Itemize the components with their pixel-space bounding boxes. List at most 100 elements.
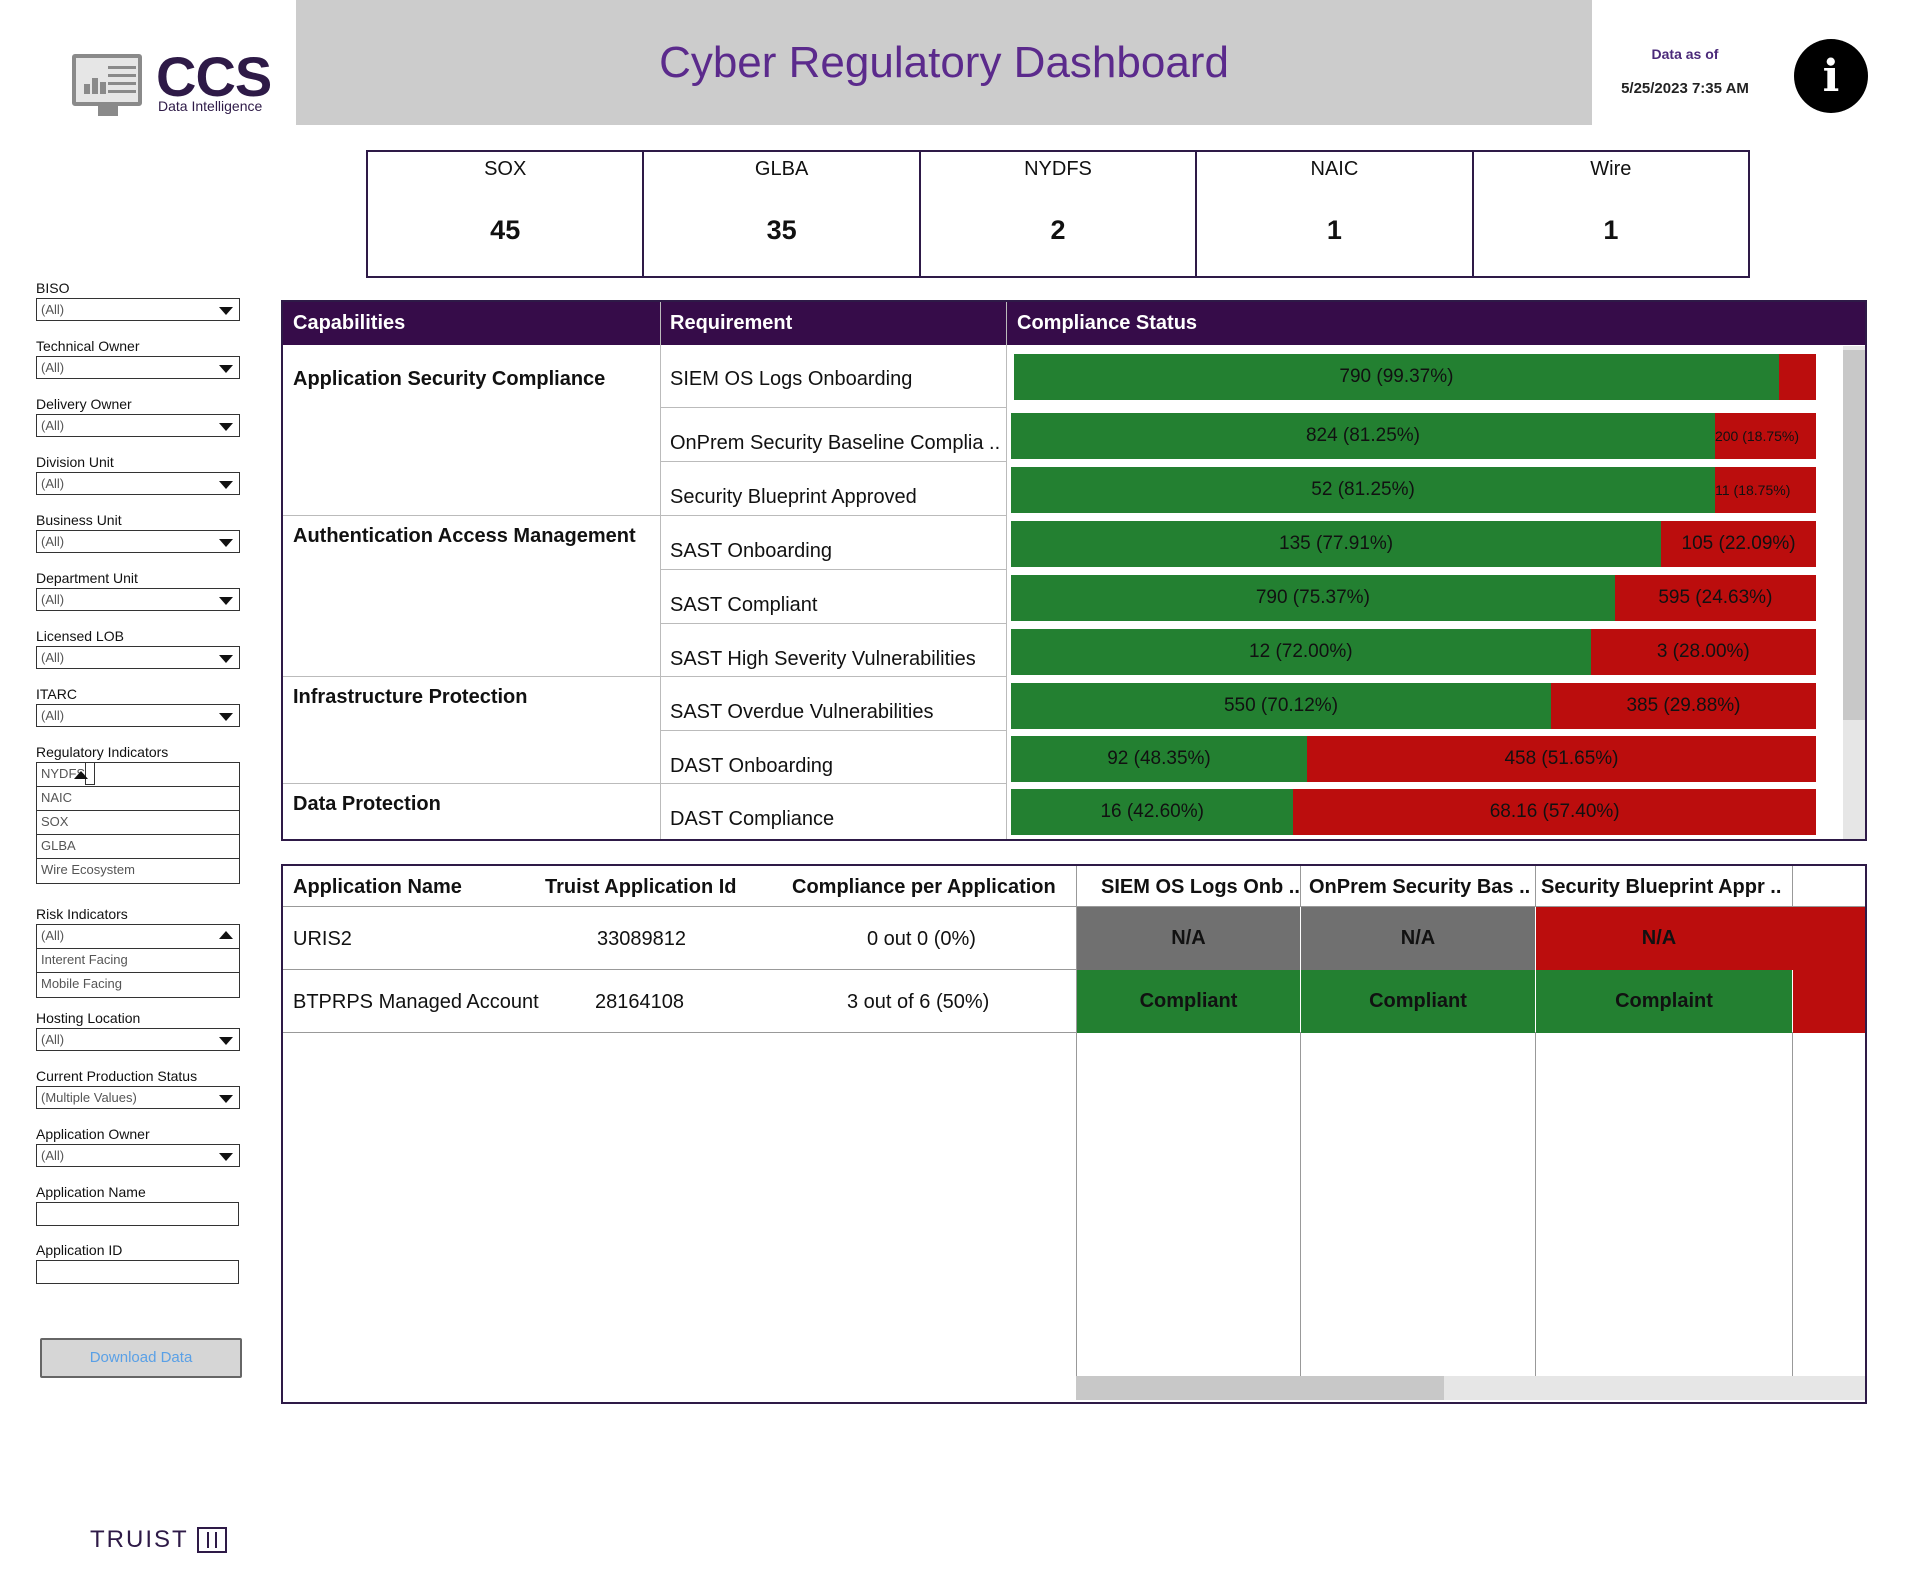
header-compliance-status[interactable]: Compliance Status (1017, 312, 1198, 334)
list-item-label: Mobile Facing (41, 976, 122, 991)
list-item[interactable]: Wire Ecosystem (37, 859, 239, 883)
list-item[interactable]: SOX (37, 811, 239, 835)
compliant-segment[interactable]: 824 (81.25%) (1011, 413, 1715, 459)
truist-logo: TRUIST (90, 1526, 227, 1554)
status-cell[interactable]: N/A (1301, 907, 1535, 970)
list-item[interactable]: Mobile Facing (37, 973, 239, 997)
requirement-label: SAST Overdue Vulnerabilities (670, 701, 934, 723)
compliance-bar[interactable]: 824 (81.25%) 200 (18.75%) (1011, 413, 1816, 459)
list-item-label: Wire Ecosystem (41, 862, 135, 877)
status-cell[interactable]: Compliant (1301, 970, 1535, 1033)
list-item-label: Interent Facing (41, 952, 128, 967)
info-icon[interactable]: i (1794, 39, 1868, 113)
compliance-bar[interactable]: 12 (72.00%) 3 (28.00%) (1011, 629, 1816, 675)
filter-label: Business Unit (36, 512, 122, 528)
header-security-blueprint[interactable]: Security Blueprint Appr .. (1541, 876, 1782, 898)
non-compliant-segment[interactable]: 385 (29.88%) (1550, 683, 1816, 729)
dropdown-value: (All) (41, 1148, 65, 1163)
list-item[interactable]: GLBA (37, 835, 239, 859)
compliance-bar[interactable]: 550 (70.12%) 385 (29.88%) (1011, 683, 1816, 729)
non-compliant-segment[interactable]: 11 (18.75%) (1715, 467, 1816, 513)
non-compliant-segment[interactable] (1778, 354, 1816, 400)
non-compliant-segment[interactable]: 68.16 (57.40%) (1293, 789, 1816, 835)
non-compliant-segment[interactable]: 3 (28.00%) (1590, 629, 1816, 675)
application-name-cell[interactable]: URIS2 (293, 928, 352, 950)
header-compliance-per-application[interactable]: Compliance per Application (792, 876, 1056, 898)
status-cell[interactable]: Complaint (1536, 970, 1792, 1033)
chevron-up-icon[interactable] (74, 771, 89, 779)
list-item[interactable]: NAIC (37, 787, 239, 811)
compliant-segment[interactable]: 550 (70.12%) (1011, 683, 1551, 729)
delivery-owner-dropdown[interactable]: (All) (36, 414, 240, 437)
list-item-label: GLBA (41, 838, 76, 853)
filter-label: BISO (36, 280, 70, 296)
application-name-input[interactable] (36, 1202, 239, 1226)
data-as-of-label: Data as of (1651, 46, 1719, 62)
kpi-cards: SOX 45 GLBA 35 NYDFS 2 NAIC 1 Wire 1 (366, 150, 1750, 278)
compliance-bar[interactable]: 16 (42.60%) 68.16 (57.40%) (1011, 789, 1816, 835)
compliance-bar[interactable]: 135 (77.91%) 105 (22.09%) (1011, 521, 1816, 567)
application-table: Application Name Truist Application Id C… (281, 864, 1867, 1404)
biso-dropdown[interactable]: (All) (36, 298, 240, 321)
header-requirement[interactable]: Requirement (670, 312, 793, 334)
download-data-button[interactable]: Download Data (40, 1338, 242, 1378)
compliance-bar[interactable]: 52 (81.25%) 11 (18.75%) (1011, 467, 1816, 513)
horizontal-scrollbar-thumb[interactable] (1076, 1376, 1444, 1400)
application-owner-dropdown[interactable]: (All) (36, 1144, 240, 1167)
list-item[interactable]: NYDFS (37, 762, 239, 787)
compliant-segment[interactable]: 12 (72.00%) (1011, 629, 1591, 675)
licensed-lob-dropdown[interactable]: (All) (36, 646, 240, 669)
filter-label: Department Unit (36, 570, 138, 586)
production-status-dropdown[interactable]: (Multiple Values) (36, 1086, 240, 1109)
compliance-cell: 0 out 0 (0%) (867, 928, 976, 950)
header-capabilities[interactable]: Capabilities (293, 312, 406, 334)
kpi-wire[interactable]: Wire 1 (1474, 152, 1748, 276)
chevron-down-icon (219, 1095, 233, 1103)
division-unit-dropdown[interactable]: (All) (36, 472, 240, 495)
vertical-scrollbar-thumb[interactable] (1843, 350, 1865, 720)
filter-division-unit: Division Unit (All) (36, 454, 240, 495)
chevron-up-icon[interactable] (219, 931, 233, 939)
non-compliant-segment[interactable]: 458 (51.65%) (1306, 736, 1816, 782)
compliant-segment[interactable]: 135 (77.91%) (1011, 521, 1662, 567)
non-compliant-segment[interactable]: 105 (22.09%) (1661, 521, 1816, 567)
hosting-location-dropdown[interactable]: (All) (36, 1028, 240, 1051)
header-onprem-security[interactable]: OnPrem Security Bas .. (1309, 876, 1531, 898)
status-cell[interactable]: Compliant (1077, 970, 1300, 1033)
list-item[interactable]: Interent Facing (37, 949, 239, 973)
compliant-segment[interactable]: 790 (99.37%) (1014, 354, 1779, 400)
compliant-segment[interactable]: 92 (48.35%) (1011, 736, 1307, 782)
kpi-naic[interactable]: NAIC 1 (1197, 152, 1474, 276)
header-siem-os-logs[interactable]: SIEM OS Logs Onb .. (1101, 876, 1300, 898)
department-unit-dropdown[interactable]: (All) (36, 588, 240, 611)
business-unit-dropdown[interactable]: (All) (36, 530, 240, 553)
dropdown-value: (All) (41, 592, 65, 607)
compliance-bar[interactable]: 790 (99.37%) (1014, 354, 1816, 400)
kpi-glba[interactable]: GLBA 35 (644, 152, 921, 276)
dropdown-value: (All) (41, 708, 65, 723)
compliance-bar[interactable]: 790 (75.37%) 595 (24.63%) (1011, 575, 1816, 621)
non-compliant-segment[interactable]: 595 (24.63%) (1614, 575, 1816, 621)
technical-owner-dropdown[interactable]: (All) (36, 356, 240, 379)
filter-current-production-status: Current Production Status (Multiple Valu… (36, 1068, 240, 1109)
compliant-segment[interactable]: 790 (75.37%) (1011, 575, 1615, 621)
header-application-name[interactable]: Application Name (293, 876, 462, 898)
application-id-input[interactable] (36, 1260, 239, 1284)
header-application-id[interactable]: Truist Application Id (545, 876, 737, 898)
status-cell[interactable]: N/A (1536, 907, 1865, 970)
itarc-dropdown[interactable]: (All) (36, 704, 240, 727)
kpi-label: Wire (1590, 158, 1632, 180)
non-compliant-segment[interactable]: 200 (18.75%) (1714, 413, 1816, 459)
application-id-cell: 33089812 (597, 928, 686, 950)
status-cell-overflow[interactable] (1793, 970, 1865, 1033)
kpi-sox[interactable]: SOX 45 (368, 152, 645, 276)
chevron-down-icon (219, 597, 233, 605)
compliant-segment[interactable]: 52 (81.25%) (1011, 467, 1716, 513)
application-name-cell[interactable]: BTPRPS Managed Account (293, 991, 539, 1013)
kpi-nydfs[interactable]: NYDFS 2 (921, 152, 1198, 276)
compliance-bar[interactable]: 92 (48.35%) 458 (51.65%) (1011, 736, 1816, 782)
list-item[interactable]: (All) (37, 925, 239, 949)
kpi-value: 1 (1326, 215, 1342, 245)
status-cell[interactable]: N/A (1077, 907, 1300, 970)
compliant-segment[interactable]: 16 (42.60%) (1011, 789, 1294, 835)
